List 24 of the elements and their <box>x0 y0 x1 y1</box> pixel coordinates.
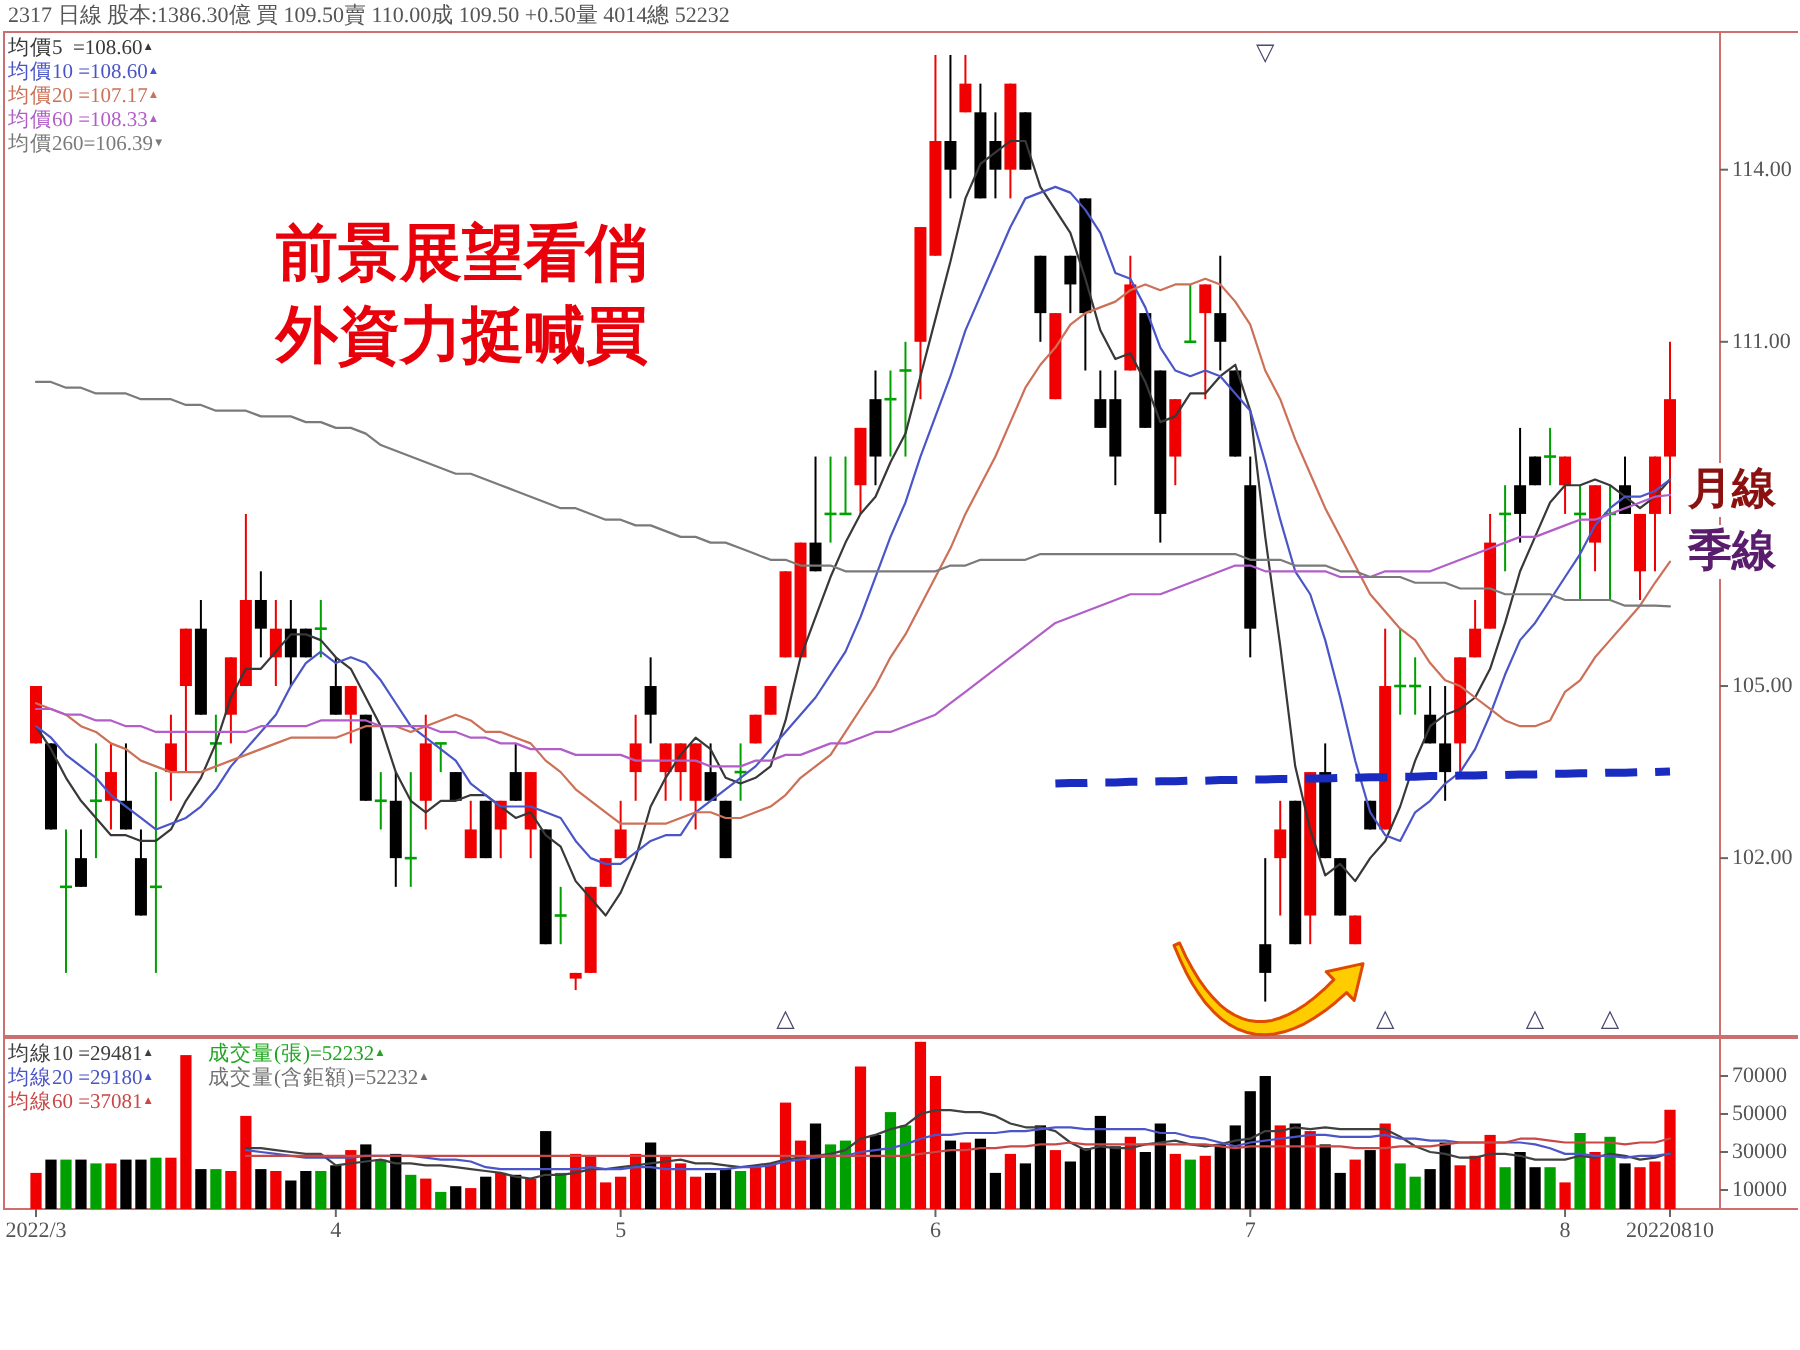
y-tick-label: 102.00 <box>1732 846 1794 871</box>
text: 前景展望看俏外資力挺喊買 <box>274 218 648 372</box>
x-tick-label: 8 <box>1559 1219 1572 1243</box>
y-tick-label: 30000 <box>1732 1140 1788 1164</box>
x-tick-label: 6 <box>929 1219 942 1243</box>
x-tick-label: 2022/3 <box>5 1219 68 1243</box>
x-tick-label: 20220810 <box>1626 1219 1715 1243</box>
x-tick-label: 5 <box>615 1219 628 1243</box>
annotation: △ <box>1600 1004 1621 1032</box>
annotation: △ <box>1525 1004 1546 1032</box>
y-tick-label: 70000 <box>1732 1064 1788 1088</box>
annotation: △ <box>1375 1004 1396 1032</box>
y-tick-label: 10000 <box>1732 1178 1788 1202</box>
x-tick-label: 7 <box>1244 1219 1257 1243</box>
annotation: ▽ <box>1256 38 1277 66</box>
x-tick-label: 4 <box>330 1219 343 1243</box>
y-tick-label: 105.00 <box>1732 674 1794 699</box>
annotation: △ <box>776 1004 797 1032</box>
chart-subtitle: 2317 日線 股本:1386.30億 買 109.50賣 110.00成 109.50 +0.50量 4014總 52232 <box>8 2 730 28</box>
y-tick-label: 114.00 <box>1732 157 1793 182</box>
y-tick-label: 111.00 <box>1732 329 1792 354</box>
y-tick-label: 50000 <box>1732 1102 1788 1126</box>
text: 季線 <box>1686 527 1778 577</box>
text: 月線 <box>1686 465 1778 515</box>
